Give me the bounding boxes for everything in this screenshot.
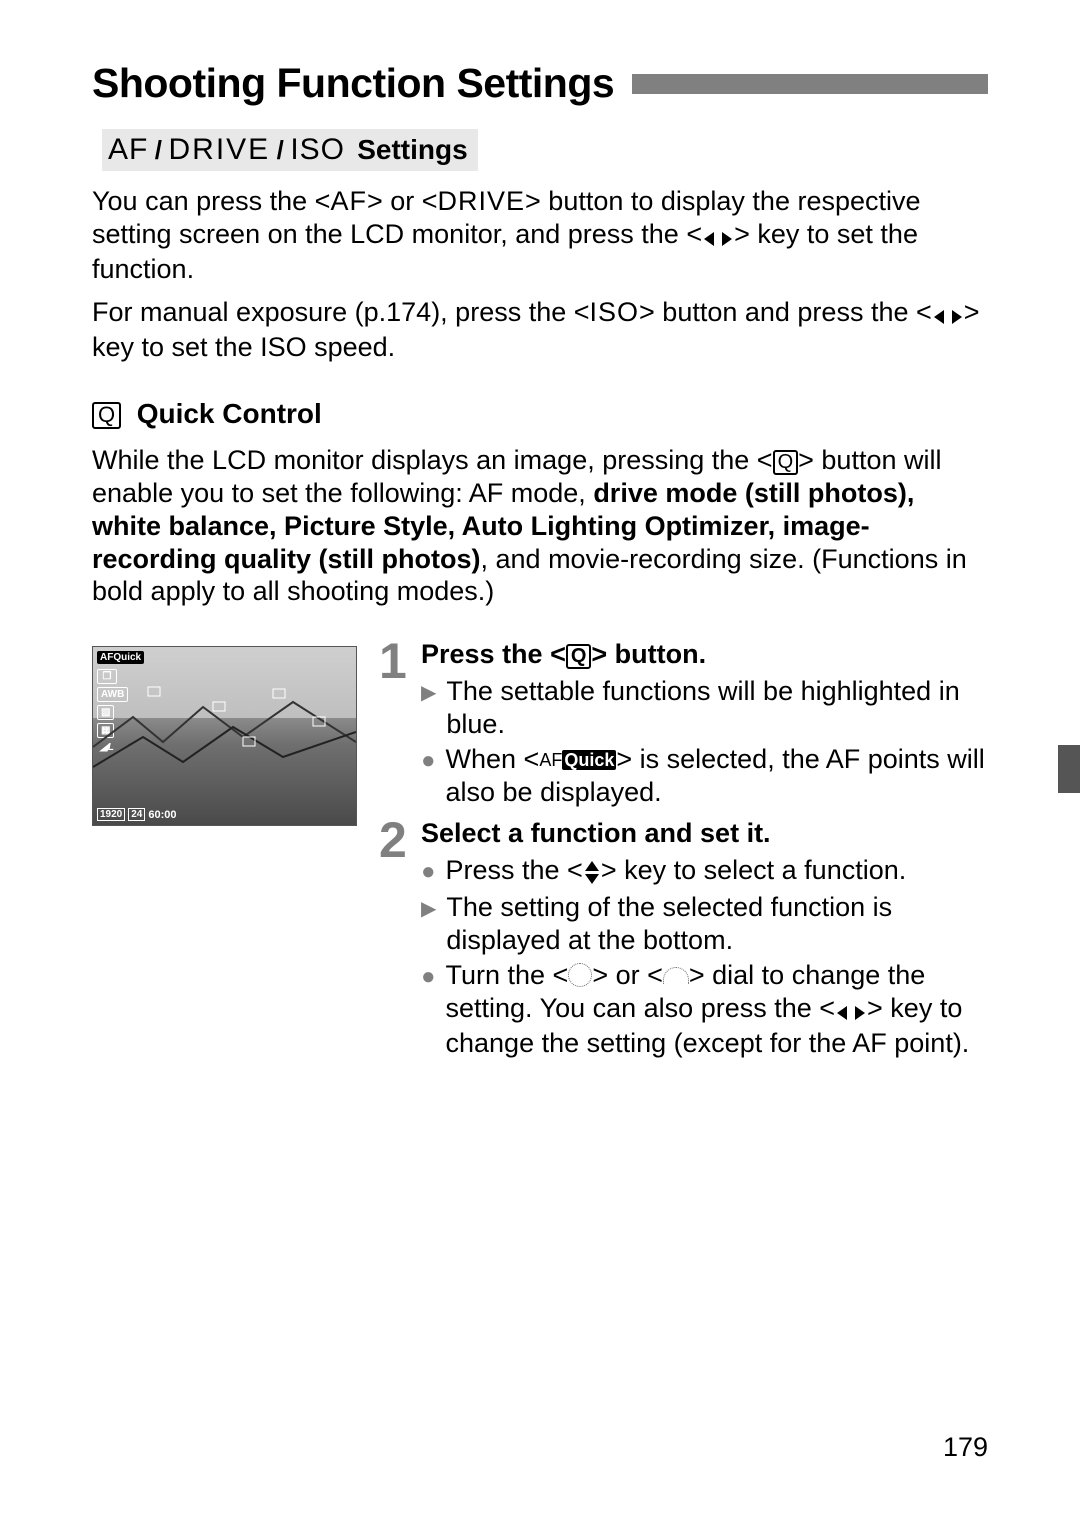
result-arrow-icon: ▶ (421, 681, 436, 705)
af-glyph: AF (108, 133, 148, 166)
step2-bullet1: ● Press the <> key to select a function. (421, 854, 988, 889)
bullet-icon: ● (421, 860, 436, 884)
section2-para: While the LCD monitor displays an image,… (92, 444, 988, 609)
bullet-icon: ● (421, 965, 436, 989)
q-box-icon: Q (92, 402, 121, 429)
left-right-arrow-icon (702, 220, 734, 253)
section1-para2: For manual exposure (p.174), press the <… (92, 296, 988, 364)
section2-heading: Q Quick Control (92, 398, 988, 430)
step1-title: Press the <Q> button. (421, 638, 988, 671)
result-arrow-icon: ▶ (421, 897, 436, 921)
lcd-mountains (93, 647, 356, 825)
step-2: 2 Select a function and set it. ● Press … (379, 817, 988, 1062)
left-right-arrow-icon (835, 994, 867, 1027)
lcd-preview: AFQuick ❐ AWB ▧ ▦ ◢L 1920 24 60:00 (92, 646, 357, 826)
q-box-icon: Q (566, 644, 592, 669)
step1-bullet1: ▶ The settable functions will be highlig… (421, 675, 988, 741)
quick-dial-icon (568, 963, 592, 987)
drive-inline: DRIVE (438, 186, 526, 216)
settings-label: Settings (349, 134, 467, 165)
bullet-icon: ● (421, 749, 436, 773)
iso-inline: ISO (590, 297, 640, 327)
step2-title: Select a function and set it. (421, 817, 988, 850)
section1-heading: AF / DRIVE / ISO Settings (102, 129, 478, 171)
step-number: 1 (379, 638, 411, 686)
page-title: Shooting Function Settings (92, 60, 614, 107)
step2-bullet3: ● Turn the <> or <> dial to change the s… (421, 959, 988, 1060)
section1-para1: You can press the <AF> or <DRIVE> button… (92, 185, 988, 286)
main-dial-icon (663, 967, 689, 984)
chapter-edge-tab (1058, 745, 1080, 793)
steps-area: AFQuick ❐ AWB ▧ ▦ ◢L 1920 24 60:00 (92, 638, 988, 1067)
slash-glyph: / (275, 135, 286, 165)
page-number: 179 (943, 1432, 988, 1463)
left-right-arrow-icon (932, 298, 964, 331)
slash-glyph: / (153, 135, 164, 165)
steps-list: 1 Press the <Q> button. ▶ The settable f… (379, 638, 988, 1067)
step2-bullet2: ▶ The setting of the selected function i… (421, 891, 988, 957)
iso-glyph: ISO (290, 133, 345, 166)
afquick-inline-icon: AFQuick (539, 750, 616, 772)
step-number: 2 (379, 817, 411, 865)
af-inline: AF (330, 186, 367, 216)
up-down-arrow-icon (583, 856, 601, 889)
q-box-icon: Q (773, 450, 799, 475)
step1-bullet2: ● When <AFQuick> is selected, the AF poi… (421, 743, 988, 809)
step-1: 1 Press the <Q> button. ▶ The settable f… (379, 638, 988, 811)
title-bar (632, 74, 988, 94)
title-row: Shooting Function Settings (92, 60, 988, 107)
drive-glyph: DRIVE (168, 133, 270, 166)
manual-page: Shooting Function Settings AF / DRIVE / … (0, 0, 1080, 1521)
